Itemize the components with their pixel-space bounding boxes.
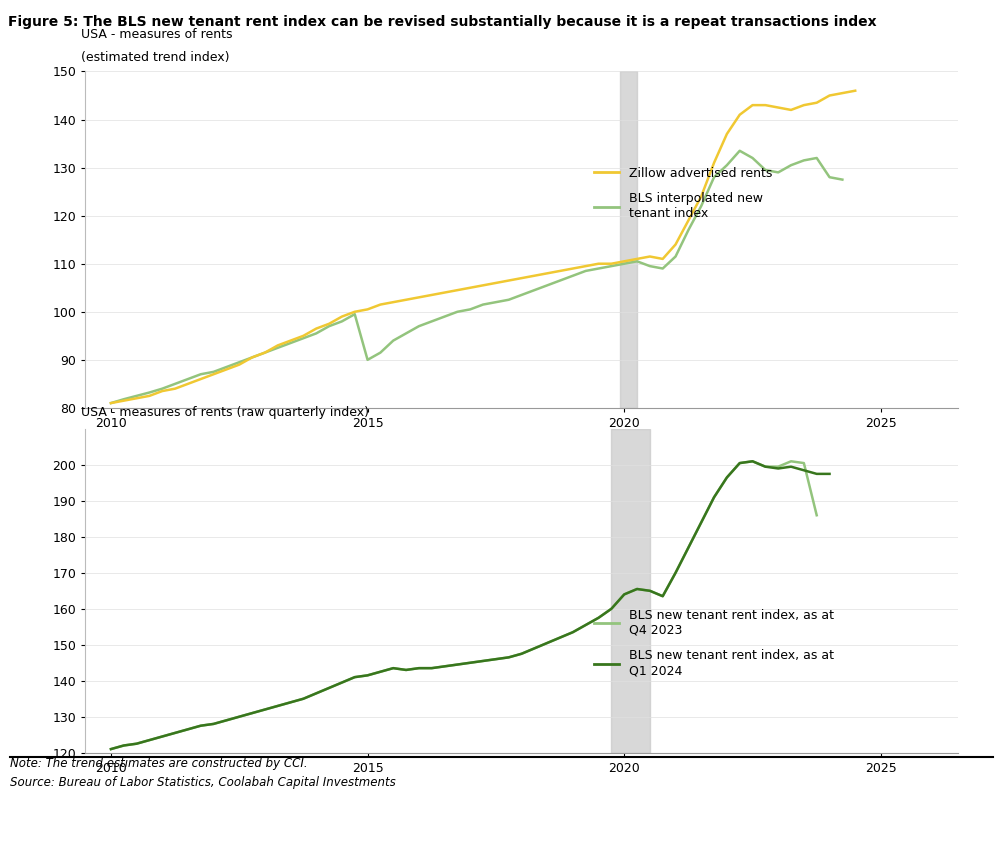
Legend: Zillow advertised rents, BLS interpolated new
tenant index: Zillow advertised rents, BLS interpolate…: [588, 161, 777, 225]
Text: Note: The trend estimates are constructed by CCI.: Note: The trend estimates are constructe…: [10, 758, 308, 770]
Text: USA - measures of rents (raw quarterly index): USA - measures of rents (raw quarterly i…: [81, 406, 369, 420]
Text: (estimated trend index): (estimated trend index): [81, 51, 229, 64]
Text: Figure 5: The BLS new tenant rent index can be revised substantially because it : Figure 5: The BLS new tenant rent index …: [8, 15, 876, 29]
Text: USA - measures of rents: USA - measures of rents: [81, 28, 232, 40]
Legend: BLS new tenant rent index, as at
Q4 2023, BLS new tenant rent index, as at
Q1 20: BLS new tenant rent index, as at Q4 2023…: [588, 604, 838, 682]
Bar: [619, 71, 636, 408]
Text: Source: Bureau of Labor Statistics, Coolabah Capital Investments: Source: Bureau of Labor Statistics, Cool…: [10, 776, 396, 789]
Bar: [611, 429, 649, 753]
